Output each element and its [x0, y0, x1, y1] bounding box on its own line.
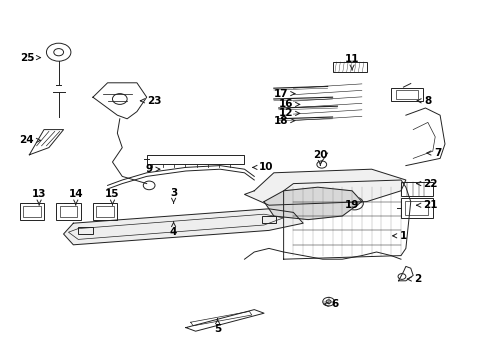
- Bar: [93, 203, 117, 220]
- Text: 7: 7: [426, 148, 441, 158]
- Text: 1: 1: [392, 231, 406, 241]
- Bar: [56, 203, 81, 220]
- Text: 24: 24: [20, 135, 41, 145]
- Polygon shape: [264, 187, 361, 220]
- Text: 6: 6: [324, 299, 338, 309]
- Text: 23: 23: [140, 96, 161, 106]
- Text: 5: 5: [214, 319, 221, 334]
- Bar: [96, 206, 114, 217]
- Bar: [400, 182, 432, 196]
- Text: 3: 3: [170, 188, 177, 203]
- Bar: [261, 216, 276, 223]
- Text: 14: 14: [68, 189, 83, 205]
- Text: 16: 16: [278, 99, 299, 109]
- Bar: [400, 198, 432, 218]
- Text: 15: 15: [105, 189, 120, 205]
- Text: 19: 19: [344, 200, 359, 210]
- Bar: [60, 206, 77, 217]
- Bar: [332, 62, 366, 72]
- Text: 20: 20: [312, 150, 327, 165]
- Text: 9: 9: [145, 164, 160, 174]
- Bar: [395, 90, 417, 99]
- Text: 25: 25: [20, 53, 41, 63]
- Text: 2: 2: [407, 274, 421, 284]
- Text: 8: 8: [416, 96, 430, 106]
- Text: 18: 18: [273, 116, 294, 126]
- Text: 13: 13: [32, 189, 46, 205]
- Text: 21: 21: [416, 200, 437, 210]
- Polygon shape: [63, 209, 303, 245]
- Text: 10: 10: [252, 162, 273, 172]
- Text: 4: 4: [169, 222, 177, 237]
- Bar: [20, 203, 44, 220]
- Bar: [390, 88, 422, 101]
- Text: 12: 12: [278, 108, 299, 118]
- Text: 22: 22: [416, 179, 437, 189]
- Bar: [78, 227, 93, 234]
- Text: 11: 11: [344, 54, 359, 70]
- Text: 17: 17: [273, 89, 294, 99]
- Bar: [404, 201, 427, 215]
- Bar: [23, 206, 41, 217]
- Polygon shape: [244, 169, 405, 205]
